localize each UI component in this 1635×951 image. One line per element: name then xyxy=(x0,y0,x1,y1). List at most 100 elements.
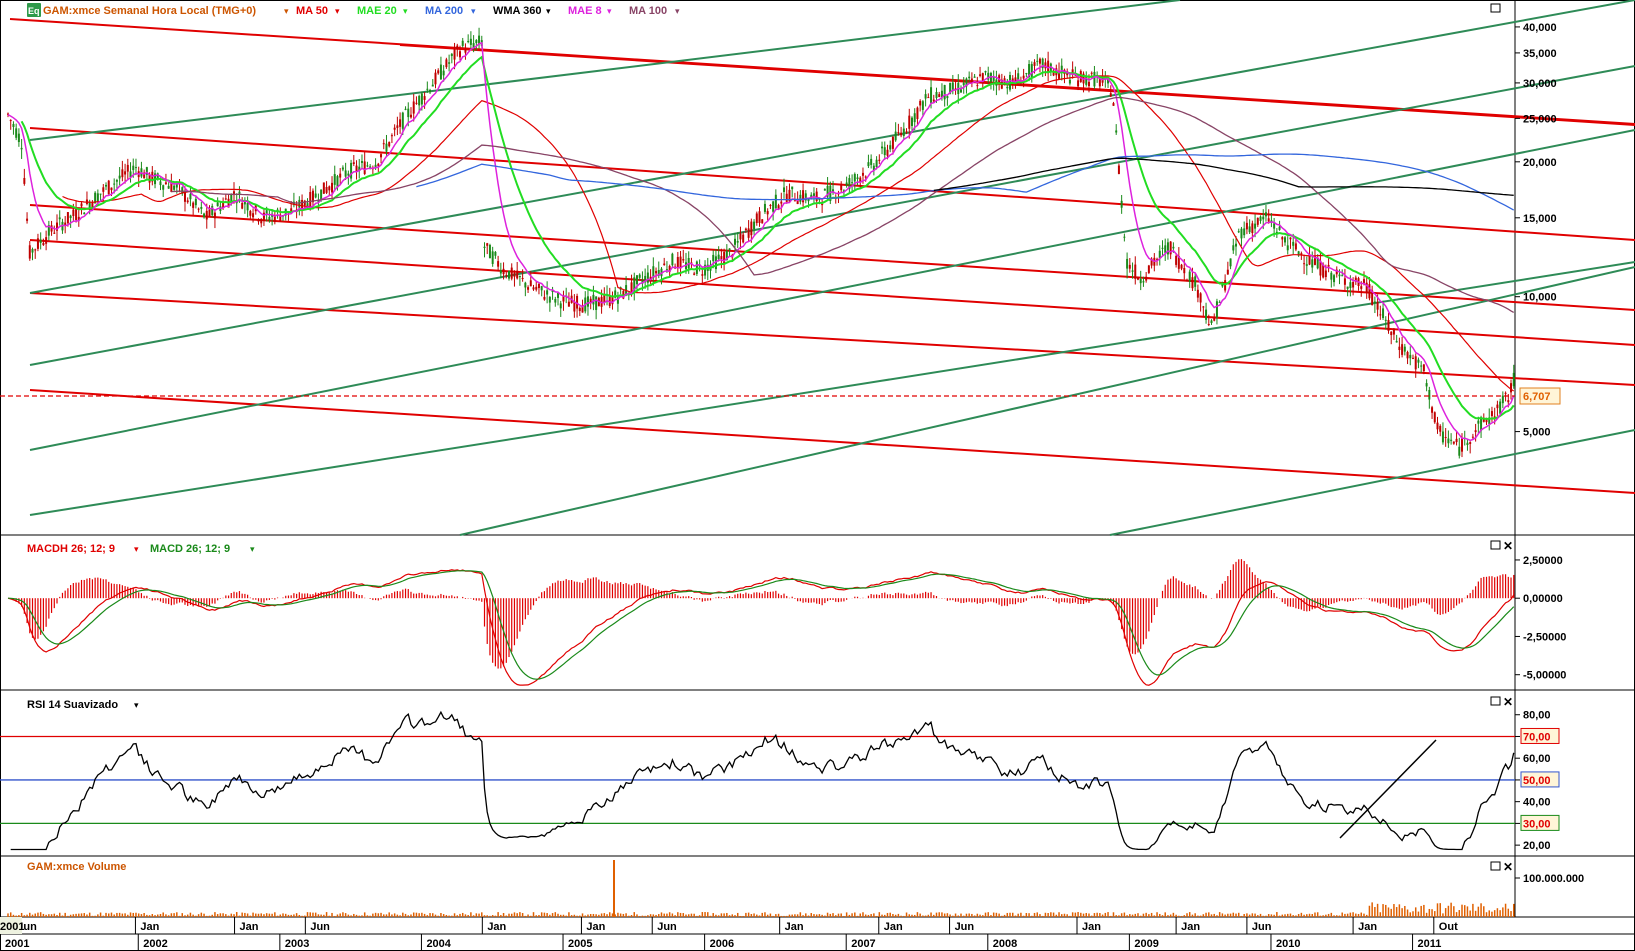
indicator-label: MA 100 xyxy=(629,5,667,17)
candle-body xyxy=(15,128,18,138)
maximize-icon[interactable] xyxy=(1490,540,1501,550)
volume-panel[interactable]: 100.000.000 GAM:xmce Volume ✕ xyxy=(7,860,1584,917)
candle-body xyxy=(679,256,682,269)
candle-body xyxy=(47,225,50,236)
year-label: 2010 xyxy=(1276,938,1300,950)
support-line xyxy=(29,65,1635,366)
candle-body xyxy=(1025,73,1028,75)
candle-body xyxy=(657,270,660,276)
macd-tick-label: -5,00000 xyxy=(1523,670,1566,682)
candle-body xyxy=(1300,253,1303,255)
candle-body xyxy=(979,74,982,76)
maximize-icon[interactable] xyxy=(1490,3,1501,13)
candle-body xyxy=(1006,86,1009,89)
month-label: Jan xyxy=(586,921,605,933)
candle-body xyxy=(205,210,208,220)
candle-body xyxy=(1292,241,1295,246)
price-indicator-legend[interactable]: MA 50 ▾ MAE 20 ▾ MA 200 ▾ WMA 360 ▾ MAE 8 ▾ MA 100… xyxy=(284,5,680,17)
candle-body xyxy=(105,184,108,187)
resistance-line xyxy=(29,389,1635,494)
indicator-label: MA 200 xyxy=(425,5,463,17)
candle-body xyxy=(1191,277,1194,289)
candle-body xyxy=(39,239,42,243)
rsi-panel[interactable]: 80,00 70,00 60,00 50,00 40,00 30,00 20,00 RSI … xyxy=(0,695,1560,852)
candle-body xyxy=(823,189,826,191)
candle-body xyxy=(938,94,941,98)
candle-body xyxy=(1420,365,1423,367)
candle-body xyxy=(192,202,195,208)
candle-body xyxy=(573,301,576,312)
candle-body xyxy=(1185,279,1188,281)
candle-body xyxy=(1017,73,1020,80)
candle-body xyxy=(1352,281,1355,288)
candle-body xyxy=(856,177,859,180)
candle-body xyxy=(1169,241,1172,255)
eq-icon[interactable]: Eq xyxy=(27,3,41,17)
macd-indicator-legend[interactable]: MACDH 26; 12; 9 ▾ MACD 26; 12; 9 ▾ xyxy=(27,543,255,555)
maximize-icon[interactable] xyxy=(1490,861,1501,871)
rsi-title[interactable]: RSI 14 Suavizado xyxy=(27,699,118,711)
chevron-down-icon[interactable]: ▾ xyxy=(134,701,139,711)
maximize-icon[interactable] xyxy=(1490,696,1501,706)
candle-body xyxy=(1499,401,1502,414)
close-icon[interactable]: ✕ xyxy=(1503,860,1513,874)
candle-body xyxy=(1343,278,1346,285)
candle-body xyxy=(812,193,815,197)
candle-body xyxy=(529,280,532,287)
wma360-line xyxy=(933,157,1514,196)
candle-body xyxy=(1313,256,1316,265)
candle-body xyxy=(194,198,197,206)
close-icon[interactable]: ✕ xyxy=(1503,539,1513,553)
candle-body xyxy=(1033,62,1036,66)
price-tick-label: 15,000 xyxy=(1523,213,1557,225)
candle-body xyxy=(1156,258,1159,260)
candle-body xyxy=(1360,286,1363,289)
candle-body xyxy=(589,298,592,304)
close-icon[interactable]: ✕ xyxy=(1503,695,1513,709)
candle-body xyxy=(1286,245,1289,251)
candle-body xyxy=(1422,364,1425,372)
candle-body xyxy=(1395,341,1398,343)
macd-panel[interactable]: 2,50000 0,00000 -2,50000 -5,00000 MACDH 26;… xyxy=(7,539,1566,686)
candle-body xyxy=(970,78,973,82)
candle-body xyxy=(1229,258,1232,267)
candle-body xyxy=(252,213,255,218)
candle-body xyxy=(418,95,421,106)
candle-body xyxy=(143,172,146,179)
candle-body xyxy=(64,222,67,226)
candle-body xyxy=(753,221,756,230)
candle-body xyxy=(1123,236,1126,238)
moving-averages xyxy=(7,41,1515,442)
volume-bars xyxy=(7,860,1515,917)
candle-body xyxy=(524,282,527,288)
candle-body xyxy=(736,241,739,243)
rsi-level-box xyxy=(1520,727,1560,744)
candle-body xyxy=(467,40,470,43)
candle-body xyxy=(1218,301,1221,303)
price-title[interactable]: GAM:xmce Semanal Hora Local (TMG+0) xyxy=(43,5,256,17)
candle-body xyxy=(1245,222,1248,230)
candle-body xyxy=(968,76,971,79)
candle-body xyxy=(1433,412,1436,423)
candle-body xyxy=(148,174,151,183)
candle-body xyxy=(635,275,638,285)
price-panel[interactable]: 40,000 35,000 30,000 25,000 20,000 15,000 10,0… xyxy=(0,0,1635,536)
candle-body xyxy=(1150,258,1153,266)
candle-body xyxy=(725,250,728,261)
volume-title[interactable]: GAM:xmce Volume xyxy=(27,861,126,873)
candle-body xyxy=(1194,276,1197,287)
candle-body xyxy=(415,102,418,104)
candle-body xyxy=(1014,77,1017,84)
candle-body xyxy=(1501,395,1504,404)
chevron-down-icon: ▾ xyxy=(607,7,612,17)
candle-body xyxy=(317,200,320,202)
candle-body xyxy=(932,99,935,102)
candle-body xyxy=(1488,417,1491,424)
candle-body xyxy=(1022,75,1025,79)
candle-body xyxy=(107,180,110,195)
candle-body xyxy=(1450,439,1453,441)
candle-body xyxy=(793,200,796,202)
candle-body xyxy=(1504,392,1507,394)
candle-body xyxy=(478,35,481,45)
candle-body xyxy=(826,185,829,197)
